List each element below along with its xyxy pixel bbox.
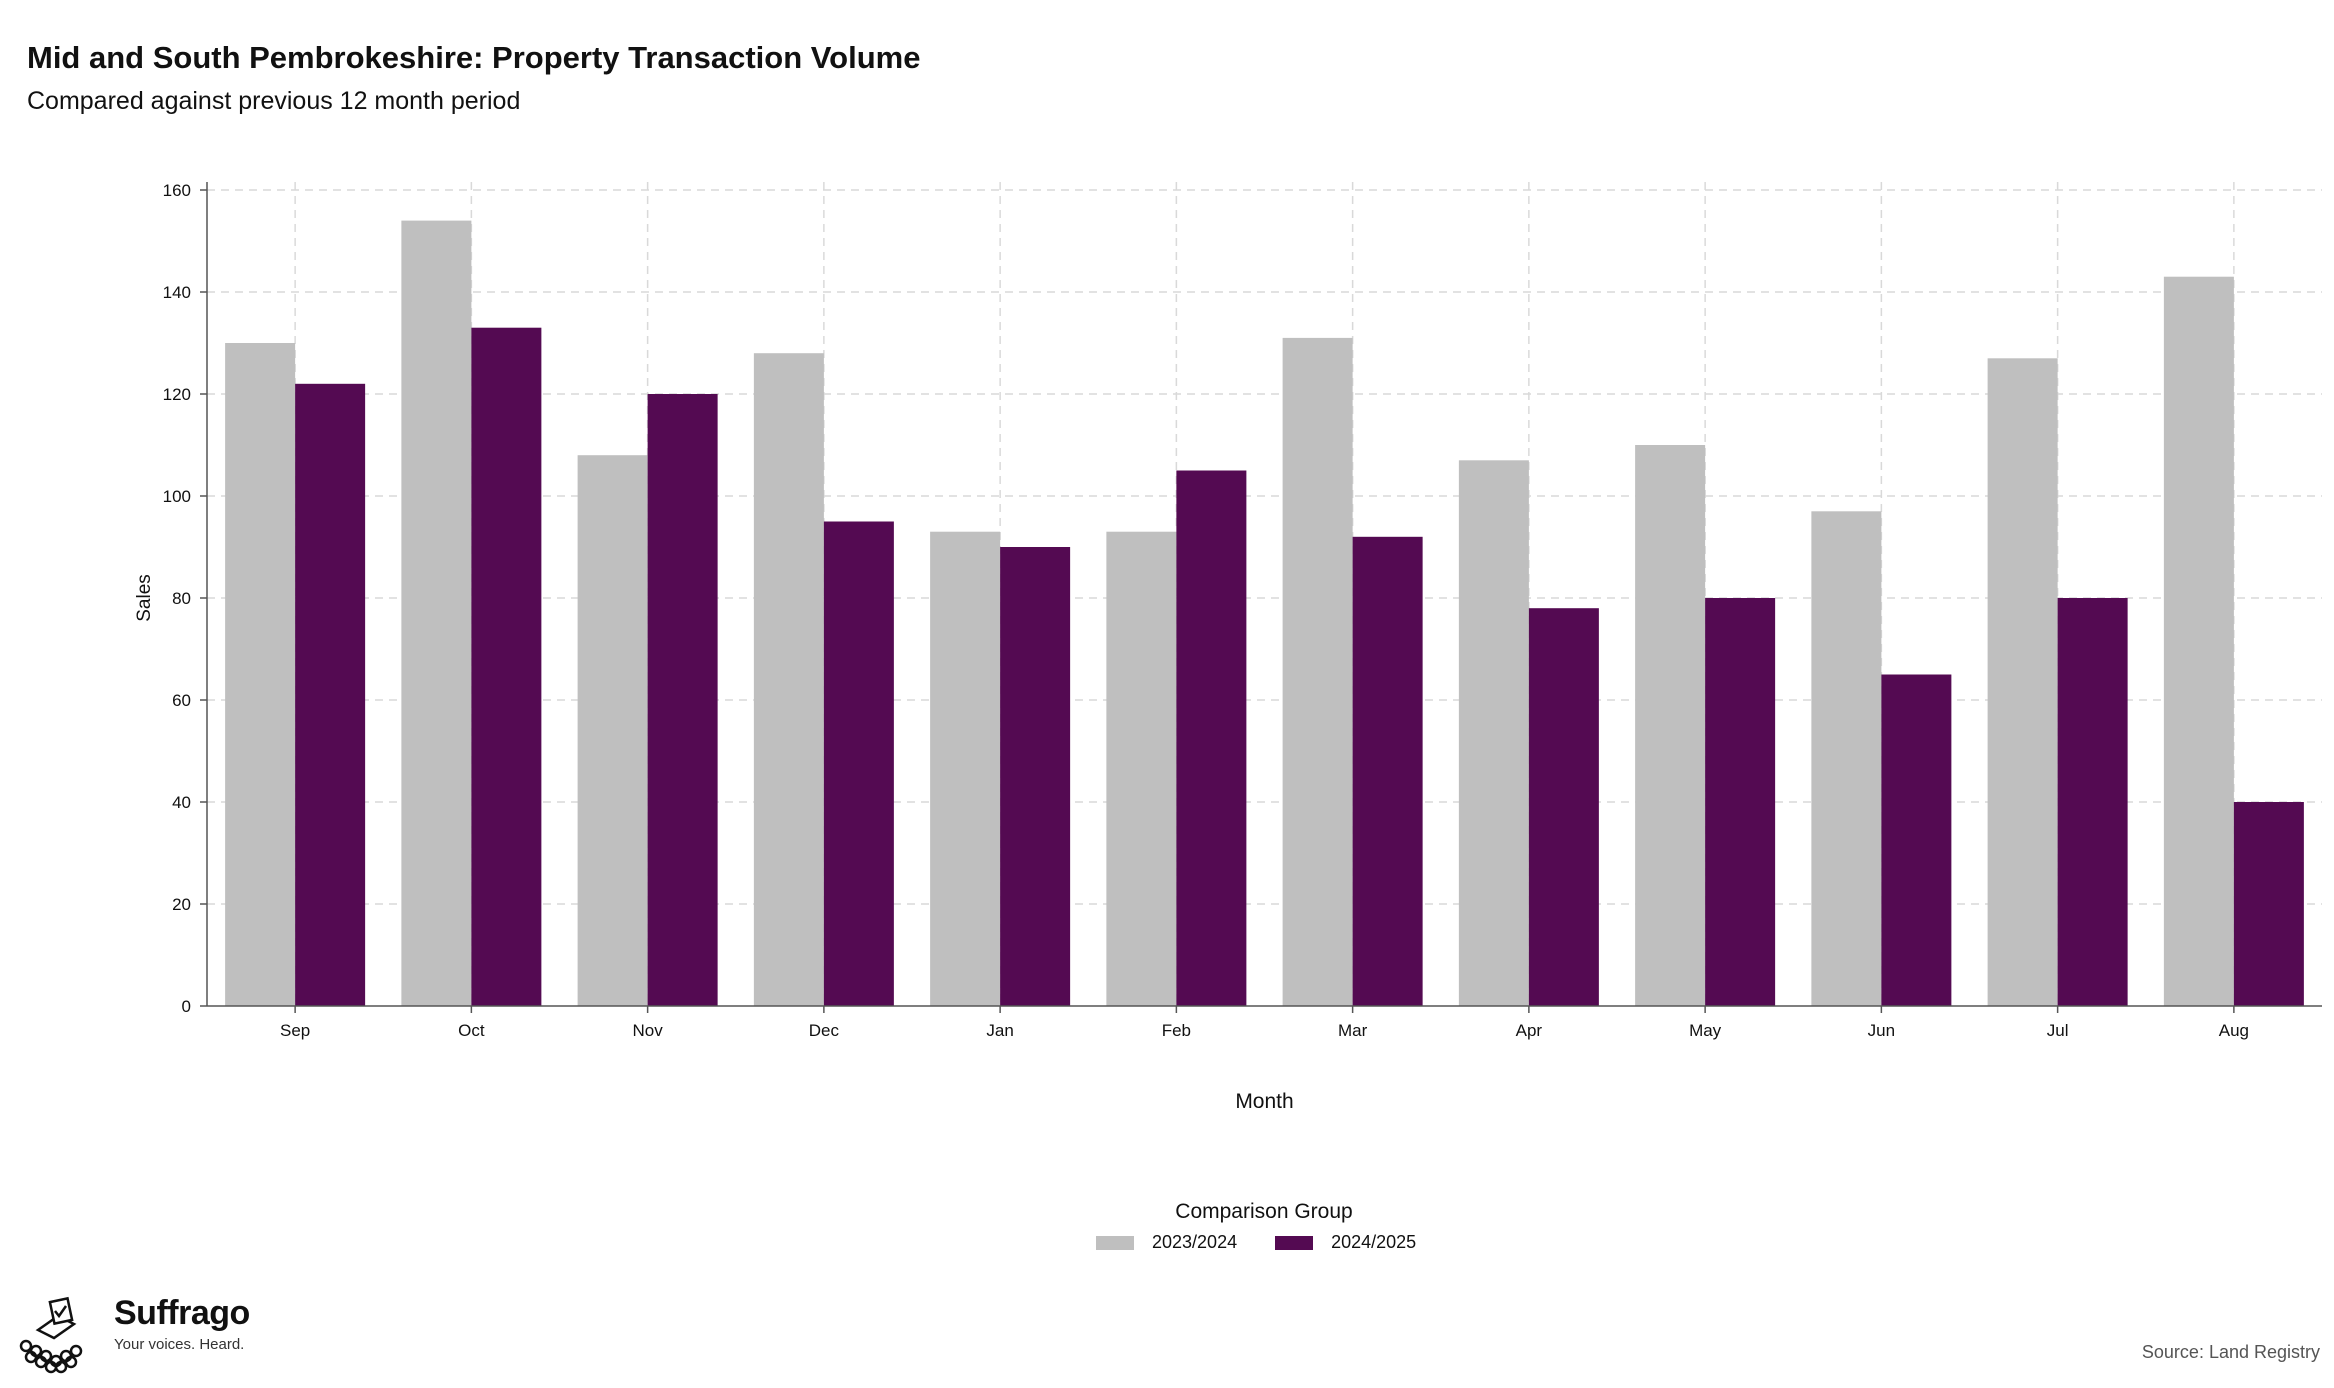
bar-2024-2025-sep xyxy=(295,383,366,1006)
bar-2024-2025-nov xyxy=(647,394,718,1006)
x-tick-label-mar: Mar xyxy=(1338,1021,1368,1040)
x-tick-label-dec: Dec xyxy=(809,1021,840,1040)
bar-2024-2025-jan xyxy=(1000,547,1071,1006)
suffrago-logo: Suffrago Your voices. Heard. xyxy=(14,1294,250,1374)
bar-2024-2025-mar xyxy=(1352,536,1423,1006)
y-tick-label: 100 xyxy=(163,487,191,506)
y-tick-label: 160 xyxy=(163,181,191,200)
legend-swatch-2024-2025 xyxy=(1275,1235,1314,1250)
bar-2024-2025-apr xyxy=(1528,608,1599,1006)
source-note: Source: Land Registry xyxy=(2141,1342,2320,1362)
y-tick-label: 0 xyxy=(182,997,191,1016)
y-tick-label: 60 xyxy=(172,691,191,710)
bar-2023-2024-sep xyxy=(225,343,296,1006)
brand-tagline: Your voices. Heard. xyxy=(114,1336,245,1353)
legend-title: Comparison Group xyxy=(1175,1200,1353,1223)
legend-item-2024-2025: 2024/2025 xyxy=(1275,1232,1416,1253)
ballot-box-icon xyxy=(19,1296,83,1374)
bar-2023-2024-jul xyxy=(1987,358,2058,1006)
bar-chart: 0 20 40 60 80 100 120 140 160 Sep Oct Nov Dec Jan Feb M… xyxy=(134,181,2322,1113)
bar-2023-2024-jun xyxy=(1811,511,1882,1006)
brand-name: Suffrago xyxy=(114,1294,250,1332)
x-tick-label-jan: Jan xyxy=(986,1021,1013,1040)
x-tick-label-may: May xyxy=(1689,1021,1722,1040)
legend-label-2023-2024: 2023/2024 xyxy=(1152,1232,1238,1252)
legend-label-2024-2025: 2024/2025 xyxy=(1331,1232,1417,1252)
x-tick-label-sep: Sep xyxy=(280,1021,310,1040)
chart-subtitle: Compared against previous 12 month perio… xyxy=(27,87,521,115)
bar-2024-2025-oct xyxy=(471,327,542,1006)
bar-2023-2024-mar xyxy=(1282,337,1353,1006)
x-tick-label-aug: Aug xyxy=(2219,1021,2249,1040)
legend-swatch-2023-2024 xyxy=(1096,1235,1134,1250)
bar-2023-2024-nov xyxy=(577,455,648,1006)
x-tick-label-jul: Jul xyxy=(2047,1021,2069,1040)
bar-2024-2025-feb xyxy=(1176,470,1247,1006)
bar-2023-2024-feb xyxy=(1106,531,1177,1006)
y-axis-title: Sales xyxy=(134,574,155,622)
bar-2024-2025-may xyxy=(1705,598,1776,1006)
bar-2023-2024-may xyxy=(1635,445,1706,1006)
bar-2023-2024-oct xyxy=(401,220,472,1007)
bar-2023-2024-aug xyxy=(2163,276,2234,1006)
bar-2024-2025-jul xyxy=(2057,598,2128,1006)
legend: 2023/2024 2024/2025 xyxy=(1096,1232,1454,1253)
x-tick-label-oct: Oct xyxy=(458,1021,485,1040)
bar-2023-2024-jan xyxy=(930,531,1001,1006)
y-tick-label: 20 xyxy=(172,895,191,914)
bar-2023-2024-apr xyxy=(1458,460,1529,1006)
x-tick-label-feb: Feb xyxy=(1162,1021,1191,1040)
chart-title: Mid and South Pembrokeshire: Property Tr… xyxy=(27,40,921,75)
bar-2024-2025-aug xyxy=(2233,802,2304,1006)
x-tick-label-jun: Jun xyxy=(1868,1021,1895,1040)
x-axis-title: Month xyxy=(1235,1090,1293,1113)
bar-2024-2025-dec xyxy=(823,521,894,1006)
x-tick-label-apr: Apr xyxy=(1516,1021,1543,1040)
x-tick-label-nov: Nov xyxy=(633,1021,664,1040)
legend-item-2023-2024: 2023/2024 xyxy=(1096,1232,1237,1253)
y-tick-label: 80 xyxy=(172,589,191,608)
y-tick-label: 140 xyxy=(163,283,191,302)
bar-2024-2025-jun xyxy=(1881,674,1952,1006)
bar-2023-2024-dec xyxy=(753,353,824,1006)
y-tick-label: 120 xyxy=(163,385,191,404)
y-tick-label: 40 xyxy=(172,793,191,812)
